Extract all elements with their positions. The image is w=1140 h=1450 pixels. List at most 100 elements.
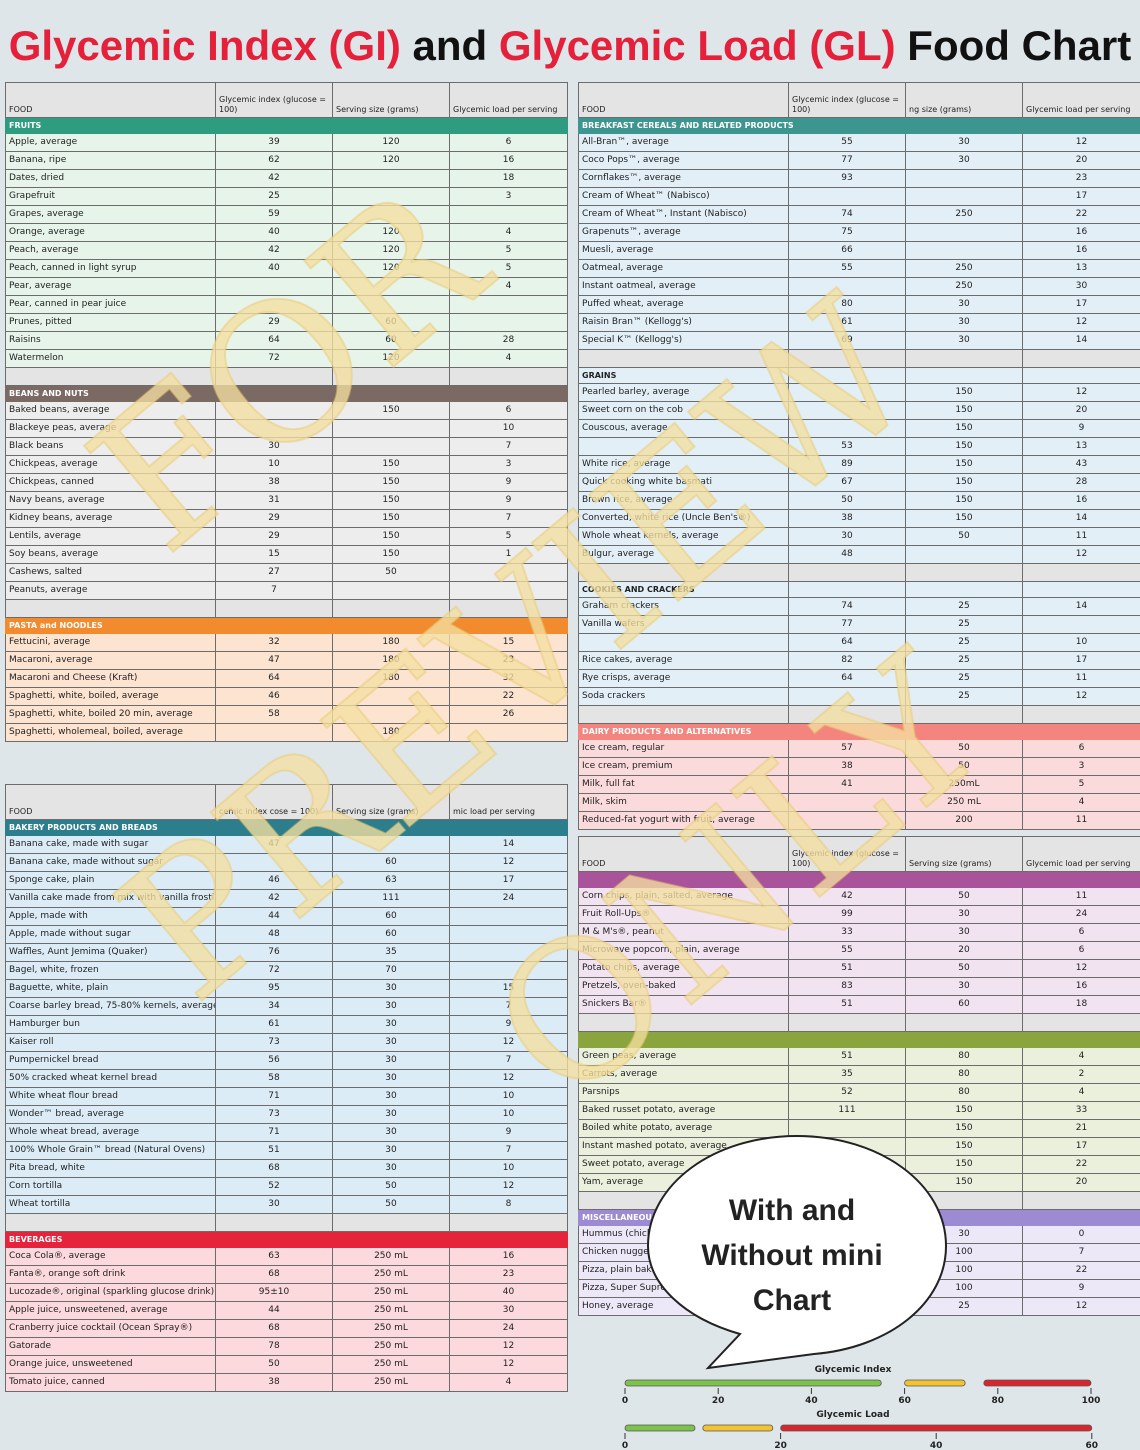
serving-value: 250	[905, 277, 1023, 296]
gl-value: 12	[1022, 687, 1140, 706]
gl-value: 7	[449, 437, 568, 456]
gl-value: 10	[449, 1087, 568, 1106]
table-row: Grapes, average 59	[5, 205, 568, 224]
food-name: Black beans	[5, 437, 216, 456]
serving-value: 50	[905, 527, 1023, 546]
gl-value: 23	[449, 651, 568, 670]
spacer-cell	[449, 367, 568, 386]
serving-value: 180	[332, 651, 450, 670]
gl-value	[449, 313, 568, 332]
title-food-chart: Food Chart	[895, 22, 1132, 69]
serving-value: 150	[905, 491, 1023, 510]
gl-value: 20	[1022, 151, 1140, 170]
table-row: Microwave popcorn, plain, average 55 20 6	[578, 941, 1140, 960]
table-row: Rice cakes, average 82 25 17	[578, 651, 1140, 670]
gi-value: 63	[215, 1247, 333, 1266]
food-name: Raisins	[5, 331, 216, 350]
table-row: Coarse barley bread, 75-80% kernels, ave…	[5, 997, 568, 1016]
section-label: PASTA and NOODLES	[5, 617, 216, 634]
bubble-line-1: With and	[728, 1194, 856, 1227]
serving-value: 250 mL	[332, 1355, 450, 1374]
food-name: Banana cake, made without sugar	[5, 853, 216, 872]
gi-value: 59	[215, 205, 333, 224]
section-header-cell	[905, 1031, 1023, 1048]
serving-value: 111	[332, 889, 450, 908]
gl-value: 12	[1022, 1297, 1140, 1316]
food-name: Microwave popcorn, plain, average	[578, 941, 789, 960]
table-row: Banana cake, made with sugar 47 14	[5, 835, 568, 854]
food-name: Blackeye peas, average	[5, 419, 216, 438]
serving-value: 180	[332, 723, 450, 742]
gl-value: 12	[1022, 313, 1140, 332]
gi-value: 68	[215, 1265, 333, 1284]
section-header-row: GRAINS	[578, 367, 1140, 384]
food-name: Pita bread, white	[5, 1159, 216, 1178]
gl-value: 5	[1022, 775, 1140, 794]
section-header-cell	[905, 871, 1023, 888]
gi-value: 38	[788, 757, 906, 776]
serving-value	[332, 687, 450, 706]
table-row: Kidney beans, average 29 150 7	[5, 509, 568, 528]
section-header-row: BAKERY PRODUCTS AND BREADS	[5, 819, 568, 836]
section-header-cell	[788, 871, 906, 888]
section-label: BEANS AND NUTS	[5, 385, 216, 402]
gi-value: 38	[215, 473, 333, 492]
gl-value: 28	[449, 331, 568, 350]
section-label	[578, 1031, 789, 1048]
table-row: Baked russet potato, average 111 150 33	[578, 1101, 1140, 1120]
breakfast-grains-dairy-table: FOOD Glycemic index (glucose = 100) ng s…	[578, 82, 1140, 830]
food-name: Coco Pops™, average	[578, 151, 789, 170]
food-name: Rye crisps, average	[578, 669, 789, 688]
section-label: DAIRY PRODUCTS AND ALTERNATIVES	[578, 723, 789, 740]
gi-value: 73	[215, 1105, 333, 1124]
gi-tick-label: 20	[712, 1396, 725, 1406]
gi-value	[215, 723, 333, 742]
gi-value: 29	[215, 509, 333, 528]
gi-tick-label: 60	[898, 1396, 911, 1406]
table-row: Lentils, average 29 150 5	[5, 527, 568, 546]
table-row: Prunes, pitted 29 60	[5, 313, 568, 332]
table-row: Hamburger bun 61 30 9	[5, 1015, 568, 1034]
col-gi: Glycemic index (glucose = 100)	[788, 836, 906, 872]
food-name: Sponge cake, plain	[5, 871, 216, 890]
table-row: Pretzels, oven-baked 83 30 16	[578, 977, 1140, 996]
gl-value: 9	[449, 473, 568, 492]
section-header-cell	[332, 1231, 450, 1248]
food-name: Apple, made with	[5, 907, 216, 926]
gl-value: 17	[449, 871, 568, 890]
gi-value: 57	[788, 739, 906, 758]
table-row: Peach, average 42 120 5	[5, 241, 568, 260]
gl-value	[449, 563, 568, 582]
serving-value: 30	[332, 1141, 450, 1160]
serving-value	[332, 419, 450, 438]
table-row: Apple, made without sugar 48 60	[5, 925, 568, 944]
section-label: FRUITS	[5, 117, 216, 134]
food-name: Pear, canned in pear juice	[5, 295, 216, 314]
gi-value: 46	[215, 871, 333, 890]
serving-value: 30	[332, 997, 450, 1016]
serving-value	[332, 295, 450, 314]
serving-value: 200	[905, 811, 1023, 830]
serving-value: 250 mL	[332, 1283, 450, 1302]
section-header-cell	[905, 117, 1023, 134]
gi-value: 33	[788, 923, 906, 942]
food-name: Grapes, average	[5, 205, 216, 224]
section-label: BAKERY PRODUCTS AND BREADS	[5, 819, 216, 836]
serving-value	[905, 187, 1023, 206]
table-row: Kaiser roll 73 30 12	[5, 1033, 568, 1052]
food-name: Brown rice, average	[578, 491, 789, 510]
table-row: Green peas, average 51 80 4	[578, 1047, 1140, 1066]
food-name: Quick cooking white basmati	[578, 473, 789, 492]
food-name: Raisin Bran™ (Kellogg's)	[578, 313, 789, 332]
gl-value: 12	[449, 853, 568, 872]
gl-tick-label: 60	[1086, 1441, 1099, 1450]
table-row: White wheat flour bread 71 30 10	[5, 1087, 568, 1106]
spacer-cell	[332, 367, 450, 386]
serving-value	[905, 241, 1023, 260]
serving-value: 120	[332, 151, 450, 170]
gl-value: 22	[1022, 1155, 1140, 1174]
spacer-cell	[215, 367, 333, 386]
section-spacer	[578, 1013, 1140, 1032]
gi-value	[788, 401, 906, 420]
gi-value: 7	[215, 581, 333, 600]
